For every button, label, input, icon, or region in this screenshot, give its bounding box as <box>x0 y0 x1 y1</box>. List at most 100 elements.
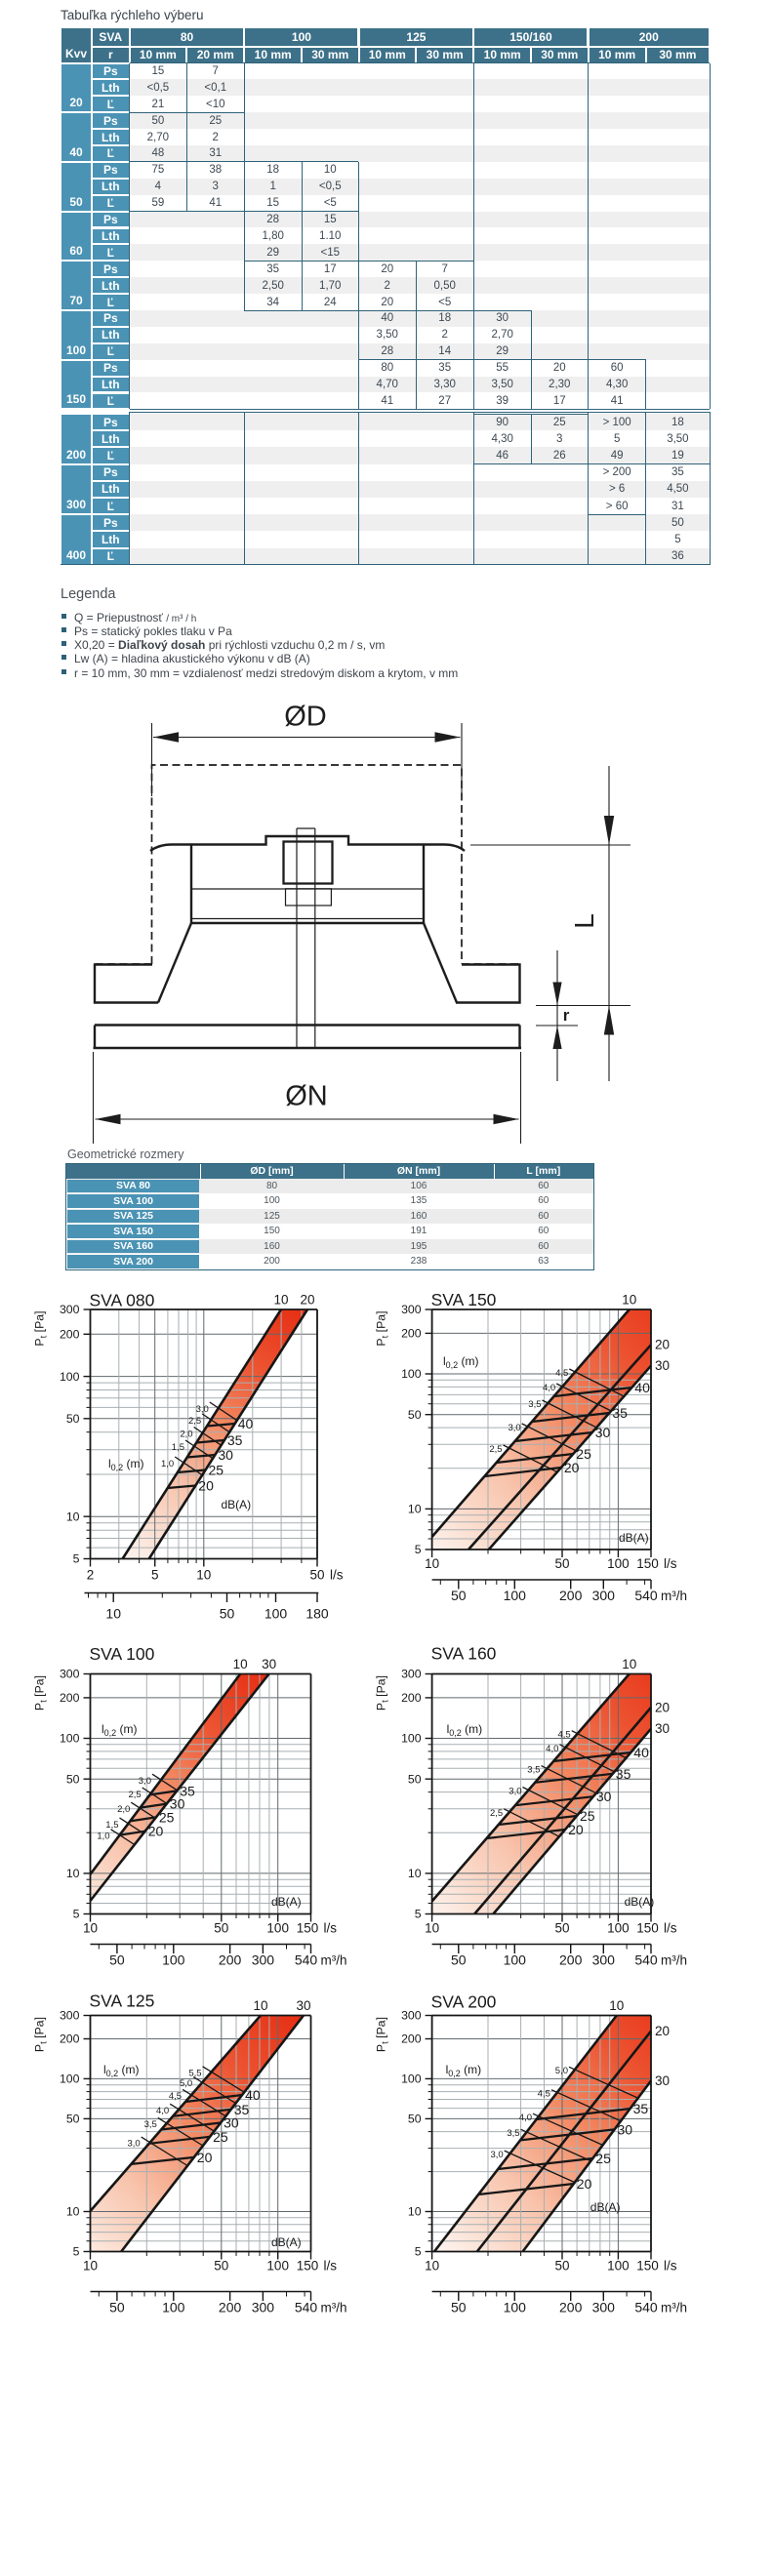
svg-text:40: 40 <box>633 1745 649 1760</box>
svg-text:4,0: 4,0 <box>543 1383 555 1393</box>
svg-text:10: 10 <box>66 2205 80 2219</box>
svg-text:20: 20 <box>655 1700 670 1714</box>
svg-text:10: 10 <box>66 1867 80 1880</box>
svg-text:25: 25 <box>159 1809 175 1825</box>
svg-text:50: 50 <box>214 2259 228 2274</box>
svg-text:25: 25 <box>576 1446 591 1462</box>
svg-text:50: 50 <box>66 2113 80 2126</box>
svg-text:20: 20 <box>655 2024 670 2038</box>
svg-text:3,5: 3,5 <box>507 2128 519 2139</box>
svg-text:dB(A): dB(A) <box>590 2200 621 2214</box>
svg-text:300: 300 <box>252 2300 275 2315</box>
svg-text:150: 150 <box>636 1556 659 1571</box>
svg-text:ØD: ØD <box>284 702 327 733</box>
svg-text:200: 200 <box>60 2033 80 2046</box>
svg-text:10: 10 <box>273 1293 288 1308</box>
svg-text:100: 100 <box>60 1732 80 1746</box>
svg-text:4,5: 4,5 <box>555 1368 568 1379</box>
svg-text:100: 100 <box>607 2259 630 2274</box>
svg-text:10: 10 <box>622 1293 636 1308</box>
svg-text:540: 540 <box>634 1952 658 1968</box>
svg-text:20: 20 <box>568 1822 584 1837</box>
svg-text:100: 100 <box>162 1952 185 1968</box>
svg-text:2,5: 2,5 <box>128 1790 141 1800</box>
svg-text:4,0: 4,0 <box>156 2106 169 2116</box>
svg-text:100: 100 <box>60 2073 80 2086</box>
svg-text:5,5: 5,5 <box>188 2068 201 2078</box>
svg-text:2,0: 2,0 <box>180 1429 192 1440</box>
svg-text:Pt [Pa]: Pt [Pa] <box>33 1675 50 1711</box>
svg-text:20: 20 <box>148 1824 164 1839</box>
svg-text:20: 20 <box>564 1460 580 1475</box>
svg-text:300: 300 <box>60 1668 80 1681</box>
svg-text:SVA 125: SVA 125 <box>90 1992 155 2011</box>
svg-text:50: 50 <box>554 2259 569 2274</box>
svg-text:l0,2 (m): l0,2 (m) <box>108 1457 144 1472</box>
svg-text:L: L <box>569 913 599 929</box>
svg-text:l0,2 (m): l0,2 (m) <box>443 1354 479 1370</box>
svg-text:10: 10 <box>66 1509 80 1523</box>
svg-text:10: 10 <box>425 1556 439 1571</box>
svg-text:2,0: 2,0 <box>117 1804 130 1815</box>
svg-text:4,5: 4,5 <box>169 2091 182 2102</box>
svg-text:10: 10 <box>408 1867 422 1880</box>
svg-text:10: 10 <box>83 1921 98 1936</box>
svg-text:100: 100 <box>264 1606 288 1622</box>
svg-text:3,0: 3,0 <box>508 1423 520 1433</box>
svg-text:150: 150 <box>636 2259 659 2274</box>
svg-text:50: 50 <box>451 2300 467 2315</box>
svg-text:40: 40 <box>238 1416 254 1431</box>
svg-text:Pt [Pa]: Pt [Pa] <box>375 2017 391 2052</box>
svg-text:30: 30 <box>218 1447 233 1463</box>
svg-text:100: 100 <box>266 2259 289 2274</box>
svg-text:l0,2 (m): l0,2 (m) <box>102 1722 138 1738</box>
svg-text:200: 200 <box>401 1691 422 1705</box>
svg-text:m³/h: m³/h <box>661 1953 687 1968</box>
svg-text:3,5: 3,5 <box>527 1765 540 1776</box>
svg-text:25: 25 <box>213 2129 228 2145</box>
svg-text:50: 50 <box>451 1952 467 1968</box>
svg-text:m³/h: m³/h <box>321 1953 347 1968</box>
svg-text:10: 10 <box>408 2205 422 2219</box>
svg-text:50: 50 <box>309 1568 324 1583</box>
svg-text:10: 10 <box>425 1921 439 1936</box>
svg-text:3,0: 3,0 <box>490 2150 503 2160</box>
svg-text:m³/h: m³/h <box>661 2301 687 2315</box>
svg-text:50: 50 <box>408 2113 422 2126</box>
svg-text:35: 35 <box>227 1432 243 1448</box>
svg-text:10: 10 <box>408 1503 422 1516</box>
svg-text:300: 300 <box>401 1668 422 1681</box>
svg-text:200: 200 <box>60 1691 80 1705</box>
svg-text:5: 5 <box>415 1543 422 1556</box>
svg-text:dB(A): dB(A) <box>271 2235 302 2249</box>
svg-text:l/s: l/s <box>330 1568 344 1583</box>
svg-text:180: 180 <box>305 1606 329 1622</box>
svg-text:l/s: l/s <box>664 1921 677 1936</box>
svg-text:35: 35 <box>234 2102 250 2117</box>
svg-text:4,0: 4,0 <box>546 1744 558 1754</box>
svg-text:10: 10 <box>425 2259 439 2274</box>
svg-text:150: 150 <box>636 1921 659 1936</box>
svg-text:30: 30 <box>262 1657 276 1671</box>
svg-text:50: 50 <box>554 1556 569 1571</box>
svg-text:300: 300 <box>592 1588 616 1603</box>
svg-text:5: 5 <box>73 1552 80 1566</box>
svg-text:30: 30 <box>170 1796 185 1812</box>
svg-text:Pt [Pa]: Pt [Pa] <box>375 1675 391 1711</box>
svg-text:150: 150 <box>297 2259 319 2274</box>
svg-text:1,5: 1,5 <box>105 1820 118 1831</box>
svg-text:20: 20 <box>300 1293 314 1308</box>
svg-text:35: 35 <box>633 2101 649 2116</box>
svg-text:50: 50 <box>214 1921 228 1936</box>
svg-text:10: 10 <box>622 1657 636 1671</box>
svg-text:300: 300 <box>252 1952 275 1968</box>
svg-text:50: 50 <box>408 1408 422 1422</box>
svg-text:ØN: ØN <box>285 1081 328 1112</box>
svg-text:m³/h: m³/h <box>661 1589 687 1603</box>
svg-text:10: 10 <box>233 1657 248 1671</box>
svg-text:3,0: 3,0 <box>127 2139 140 2150</box>
svg-text:4,0: 4,0 <box>519 2113 532 2123</box>
svg-text:5,0: 5,0 <box>180 2078 192 2089</box>
svg-text:100: 100 <box>266 1921 289 1936</box>
svg-text:35: 35 <box>180 1783 195 1798</box>
